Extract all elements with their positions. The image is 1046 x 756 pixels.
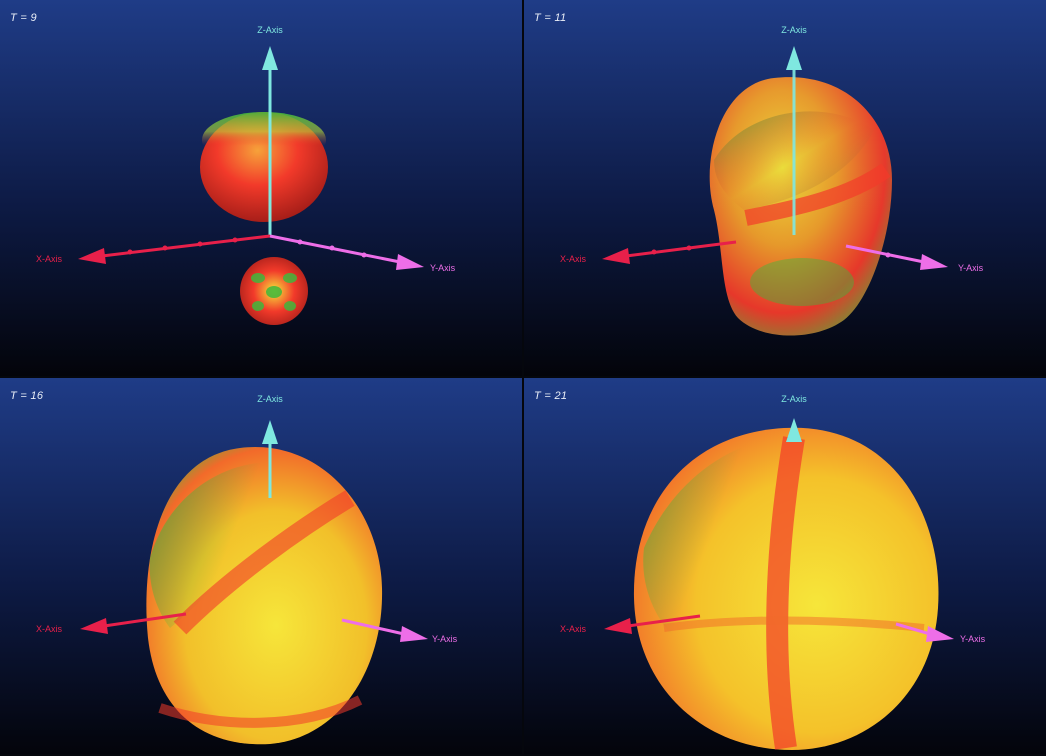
x-axis-arrow xyxy=(602,248,630,264)
z-axis-arrow xyxy=(262,420,278,444)
x-axis-arrow xyxy=(80,618,108,634)
x-axis-ticks xyxy=(651,245,692,255)
surface-lower-lobe-pattern xyxy=(251,273,297,311)
time-label: T = 9 xyxy=(10,12,37,24)
surface-green-band xyxy=(202,112,326,168)
z-axis-label: Z-Axis xyxy=(781,394,807,404)
x-axis-line xyxy=(625,240,737,258)
y-axis-label: Y-Axis xyxy=(430,263,456,273)
surface-red-stripe xyxy=(744,163,891,226)
panel-t21: Z-Axis X-Axis Y-Axis T = 21 xyxy=(524,378,1046,754)
y-axis-ticks xyxy=(297,239,367,258)
x-axis-ticks xyxy=(127,237,238,255)
time-label: T = 16 xyxy=(10,390,44,402)
panel-t21-canvas: Z-Axis X-Axis Y-Axis xyxy=(524,378,1046,754)
z-axis-label: Z-Axis xyxy=(257,25,283,35)
x-axis-label: X-Axis xyxy=(560,254,587,264)
z-axis-arrow xyxy=(262,46,278,70)
surface-green-band xyxy=(149,462,310,628)
x-axis-arrow xyxy=(78,248,106,264)
y-axis-arrow xyxy=(400,626,428,642)
y-axis-line xyxy=(895,622,931,636)
x-axis-arrow xyxy=(604,618,632,634)
surface-lower-bowl xyxy=(750,258,854,306)
y-axis-label: Y-Axis xyxy=(432,634,458,644)
time-label: T = 11 xyxy=(534,12,567,24)
surface-green-band xyxy=(643,436,794,638)
y-axis-line xyxy=(845,244,925,264)
y-axis-label: Y-Axis xyxy=(960,634,986,644)
x-axis-line xyxy=(103,612,187,628)
x-axis-label: X-Axis xyxy=(36,624,63,634)
y-axis-ticks xyxy=(885,252,891,258)
y-axis-arrow xyxy=(920,254,948,270)
x-axis-label: X-Axis xyxy=(560,624,587,634)
z-axis-arrow xyxy=(786,46,802,70)
y-axis-arrow xyxy=(926,626,954,642)
y-axis-line xyxy=(341,618,405,636)
z-axis-arrow xyxy=(786,418,802,442)
z-axis-label: Z-Axis xyxy=(781,25,807,35)
time-label: T = 21 xyxy=(534,390,568,402)
y-axis-line xyxy=(269,234,401,264)
panel-t9-canvas: Z-Axis X-Axis Y-Axis xyxy=(0,0,522,376)
y-axis-arrow xyxy=(396,254,424,270)
y-axis-label: Y-Axis xyxy=(958,263,984,273)
panel-t11-canvas: Z-Axis X-Axis Y-Axis xyxy=(524,0,1046,376)
panel-t16: Z-Axis X-Axis Y-Axis T = 16 xyxy=(0,378,522,754)
panel-t9: Z-Axis X-Axis Y-Axis T = 9 xyxy=(0,0,522,376)
x-axis-line xyxy=(627,614,701,628)
panel-t16-canvas: Z-Axis X-Axis Y-Axis xyxy=(0,378,522,754)
surface-red-rim xyxy=(158,695,363,728)
surface-red-meridian xyxy=(766,436,805,750)
panel-t11: Z-Axis X-Axis Y-Axis T = 11 xyxy=(524,0,1046,376)
surface-red-equator xyxy=(663,616,925,632)
surface-red-stripe xyxy=(173,490,355,635)
z-axis-label: Z-Axis xyxy=(257,394,283,404)
x-axis-label: X-Axis xyxy=(36,254,63,264)
